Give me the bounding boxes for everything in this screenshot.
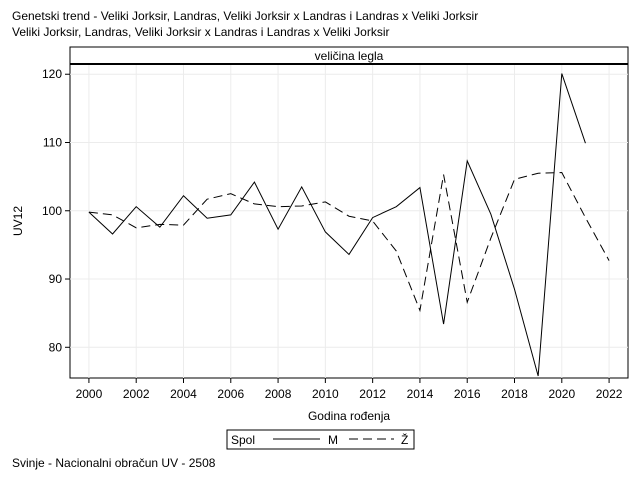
x-tick-label: 2022 (596, 387, 623, 401)
y-tick-label: 100 (42, 204, 62, 218)
y-tick-label: 110 (43, 136, 62, 150)
series-group (88, 73, 610, 377)
axes-group: 2000 2002 2004 2006 2008 2010 2012 2014 2016 2018… (42, 67, 623, 401)
footnote: Svinje - Nacionalni obračun UV - 2508 (12, 456, 216, 470)
x-tick-label: 2014 (407, 387, 434, 401)
x-tick-label: 2010 (312, 387, 339, 401)
chart-title-line-1: Genetski trend - Veliki Jorksir, Landras… (12, 9, 479, 23)
plot-background (69, 46, 629, 379)
x-tick-label: 2008 (265, 387, 292, 401)
x-tick-label: 2006 (217, 387, 244, 401)
x-axis-label: Godina rođenja (308, 409, 390, 423)
legend-box (226, 429, 415, 450)
y-tick-label: 90 (49, 272, 63, 286)
y-tick-label: 120 (42, 67, 62, 81)
chart-title-line-2: Veliki Jorksir, Landras, Veliki Jorksir … (12, 25, 390, 39)
series-line-z (88, 172, 610, 313)
y-tick-label: 80 (49, 340, 63, 354)
legend-label-m: M (328, 433, 338, 447)
x-tick-label: 2016 (454, 387, 481, 401)
x-tick-label: 2012 (359, 387, 386, 401)
y-axis-label: UV12 (11, 206, 25, 236)
grid-lines (70, 64, 628, 378)
x-tick-label: 2000 (76, 387, 103, 401)
x-tick-label: 2018 (501, 387, 528, 401)
legend-title: Spol (231, 433, 255, 447)
legend: Spol M Ž (226, 429, 415, 450)
x-tick-label: 2002 (123, 387, 150, 401)
series-line-m (88, 73, 586, 377)
x-tick-label: 2020 (548, 387, 575, 401)
legend-label-z: Ž (401, 432, 408, 447)
panel-label: veličina legla (315, 49, 384, 63)
x-tick-label: 2004 (170, 387, 197, 401)
